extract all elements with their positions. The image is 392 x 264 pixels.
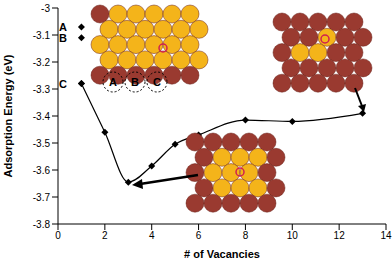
svg-text:10: 10 — [287, 230, 299, 241]
svg-text:A: A — [109, 76, 117, 88]
svg-text:-3.6: -3.6 — [33, 165, 51, 176]
svg-text:6: 6 — [196, 230, 202, 241]
svg-text:14: 14 — [380, 230, 384, 241]
svg-text:8: 8 — [243, 230, 249, 241]
svg-text:-3.7: -3.7 — [33, 192, 51, 203]
svg-text:4: 4 — [149, 230, 155, 241]
svg-text:-3.2: -3.2 — [33, 57, 51, 68]
svg-text:Adsorption Energy (eV): Adsorption Energy (eV) — [8, 54, 14, 177]
svg-text:B: B — [131, 76, 139, 88]
svg-text:2: 2 — [102, 230, 108, 241]
svg-text:0: 0 — [55, 230, 61, 241]
svg-text:-3.8: -3.8 — [33, 219, 51, 230]
svg-text:C: C — [59, 78, 67, 90]
svg-text:# of Vacancies: # of Vacancies — [184, 248, 260, 260]
svg-text:-3.4: -3.4 — [33, 111, 51, 122]
svg-text:-3.1: -3.1 — [33, 30, 51, 41]
svg-text:-3: -3 — [41, 3, 50, 14]
svg-text:C: C — [153, 76, 161, 88]
svg-text:12: 12 — [334, 230, 346, 241]
svg-text:-3.5: -3.5 — [33, 138, 51, 149]
svg-text:-3.3: -3.3 — [33, 84, 51, 95]
svg-text:A: A — [59, 20, 67, 33]
svg-text:B: B — [59, 32, 67, 44]
